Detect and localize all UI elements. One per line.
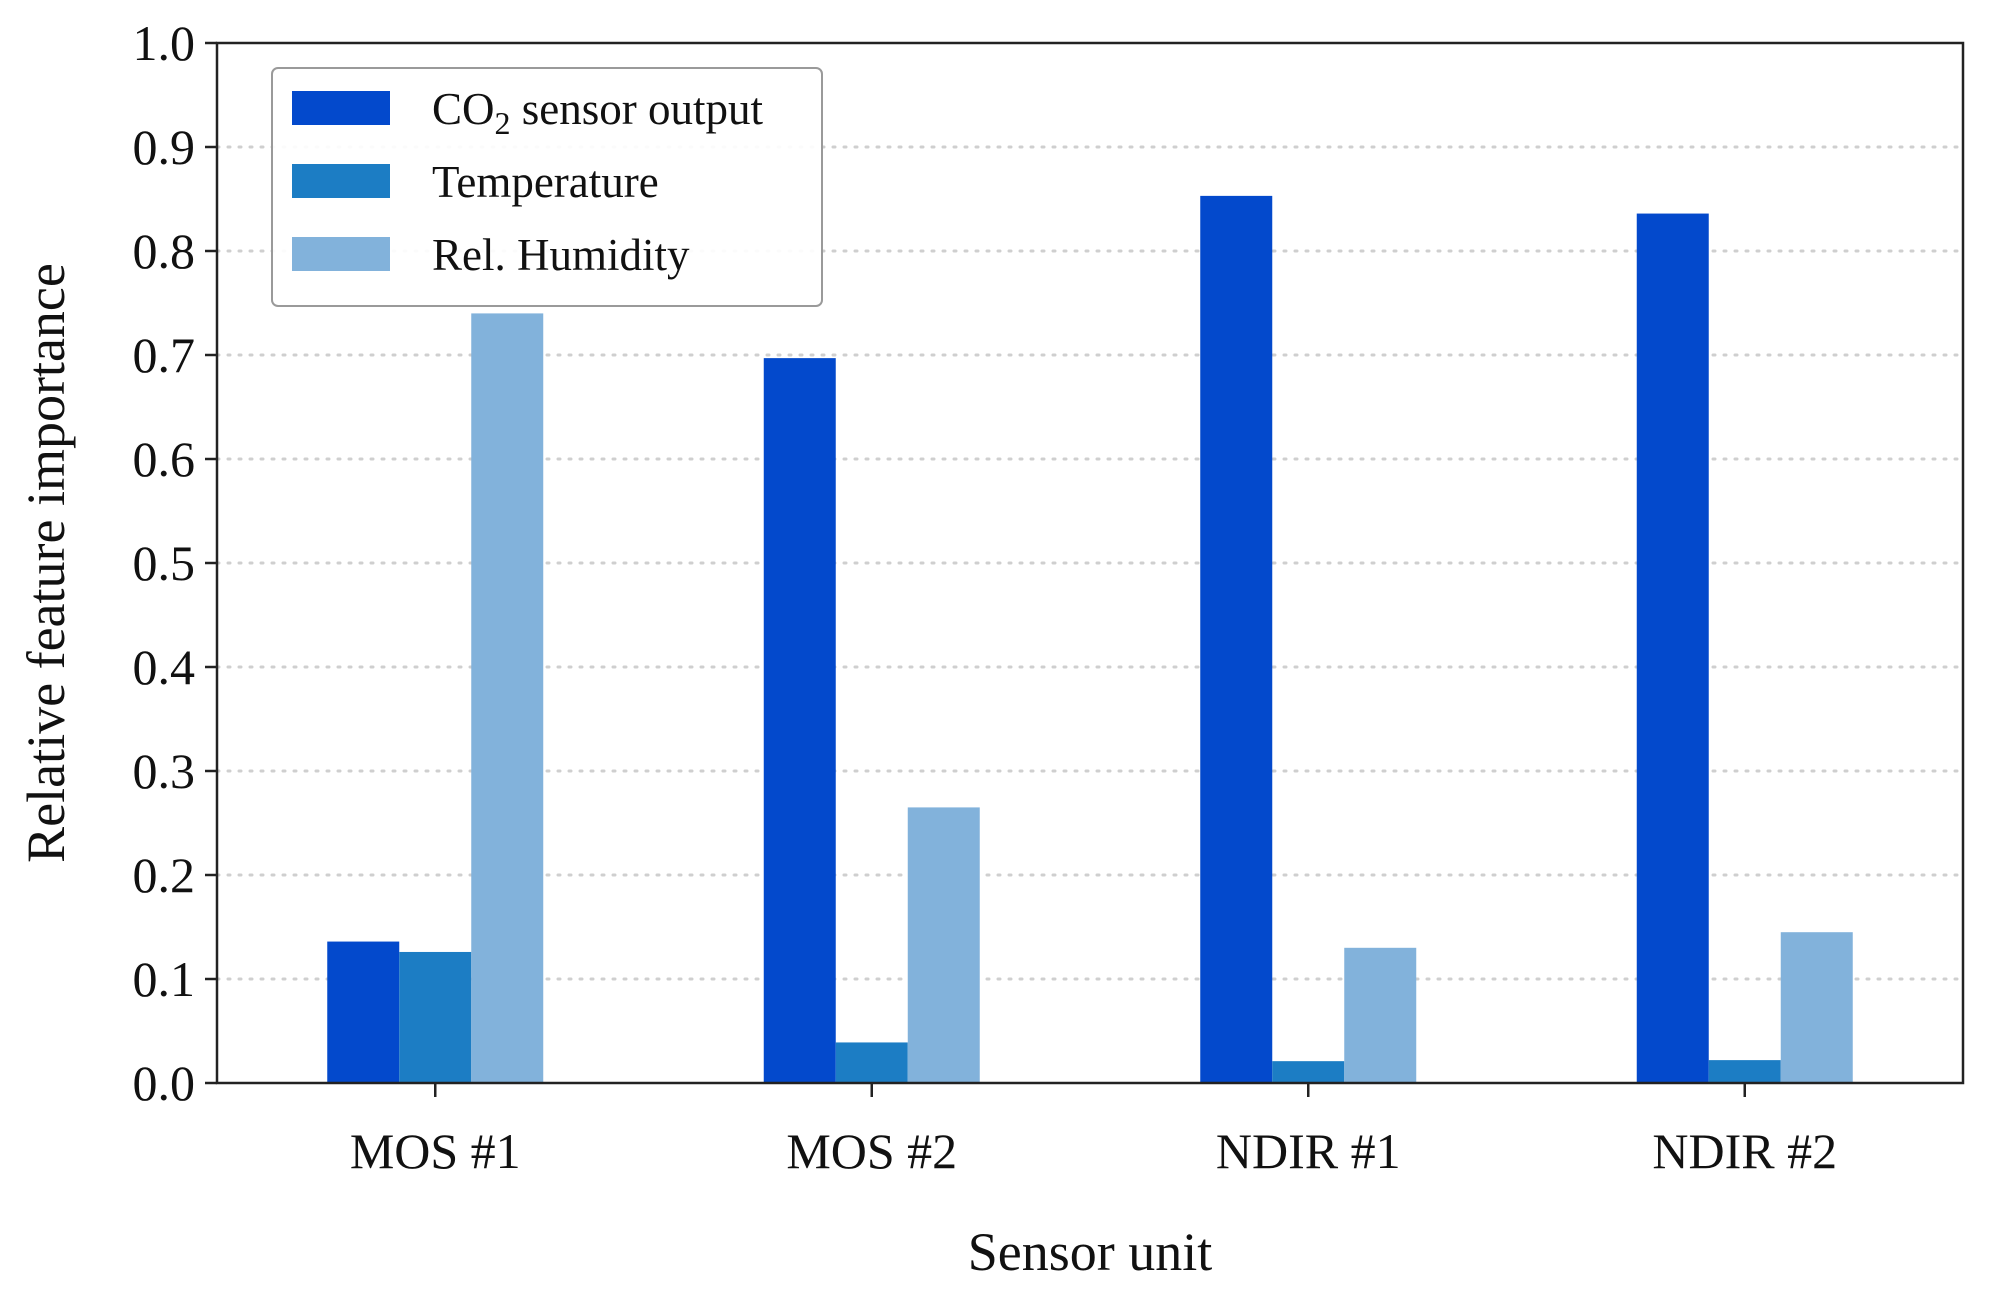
bar-temperature-ndir-2 — [1708, 1060, 1781, 1083]
x-tick-label: NDIR #2 — [1652, 1123, 1837, 1179]
x-axis-title: Sensor unit — [968, 1222, 1213, 1282]
legend-box — [271, 67, 823, 307]
bar-temperature-mos-2 — [835, 1042, 908, 1083]
y-tick-label: 0.5 — [133, 535, 196, 591]
bar-rel-humidity-ndir-1 — [1344, 947, 1417, 1083]
y-tick-label: 0.6 — [133, 431, 196, 487]
legend-label-subscript: 2 — [495, 105, 511, 141]
y-axis-title: Relative feature importance — [16, 263, 76, 863]
bar-rel-humidity-mos-2 — [907, 807, 980, 1083]
y-tick-label: 0.2 — [133, 847, 196, 903]
y-tick-label: 0.4 — [133, 639, 196, 695]
y-axis: 0.0 0.1 0.2 0.3 0.4 0.5 0.6 0.7 0.8 0.9 1.0 — [133, 15, 217, 1111]
y-tick-label: 0.7 — [133, 327, 196, 383]
bar-temperature-mos-1 — [399, 951, 472, 1083]
legend-label: Rel. Humidity — [432, 230, 690, 280]
legend-swatch — [292, 164, 390, 198]
legend-label: Temperature — [432, 157, 659, 207]
x-axis: MOS #1 MOS #2 NDIR #1 NDIR #2 — [350, 1083, 1837, 1179]
x-tick-label: MOS #2 — [786, 1123, 957, 1179]
bar-co2-sensor-output-mos-1 — [327, 941, 400, 1083]
legend-label-main: Rel. Humidity — [432, 230, 690, 280]
bars — [327, 195, 1853, 1083]
y-tick-label: 0.8 — [133, 223, 196, 279]
legend: CO2 sensor output Temperature Rel. Humidit… — [271, 67, 823, 307]
x-tick-label: MOS #1 — [350, 1123, 521, 1179]
y-tick-label: 0.1 — [133, 951, 196, 1007]
bar-co2-sensor-output-ndir-1 — [1200, 195, 1273, 1083]
y-tick-label: 1.0 — [133, 15, 196, 71]
legend-label-main: CO — [432, 84, 495, 134]
legend-swatch — [292, 237, 390, 271]
y-tick-label: 0.3 — [133, 743, 196, 799]
legend-label-main: Temperature — [432, 157, 659, 207]
bar-co2-sensor-output-mos-2 — [763, 358, 836, 1083]
legend-swatch — [292, 91, 390, 125]
bar-rel-humidity-ndir-2 — [1780, 932, 1853, 1083]
legend-label-rest: sensor output — [511, 84, 764, 134]
y-tick-label: 0.9 — [133, 119, 196, 175]
bar-rel-humidity-mos-1 — [471, 313, 544, 1083]
y-tick-label: 0.0 — [133, 1055, 196, 1111]
bar-co2-sensor-output-ndir-2 — [1636, 213, 1709, 1083]
x-tick-label: NDIR #1 — [1216, 1123, 1401, 1179]
bar-temperature-ndir-1 — [1272, 1061, 1345, 1083]
legend-label: CO2 sensor output — [432, 84, 764, 141]
